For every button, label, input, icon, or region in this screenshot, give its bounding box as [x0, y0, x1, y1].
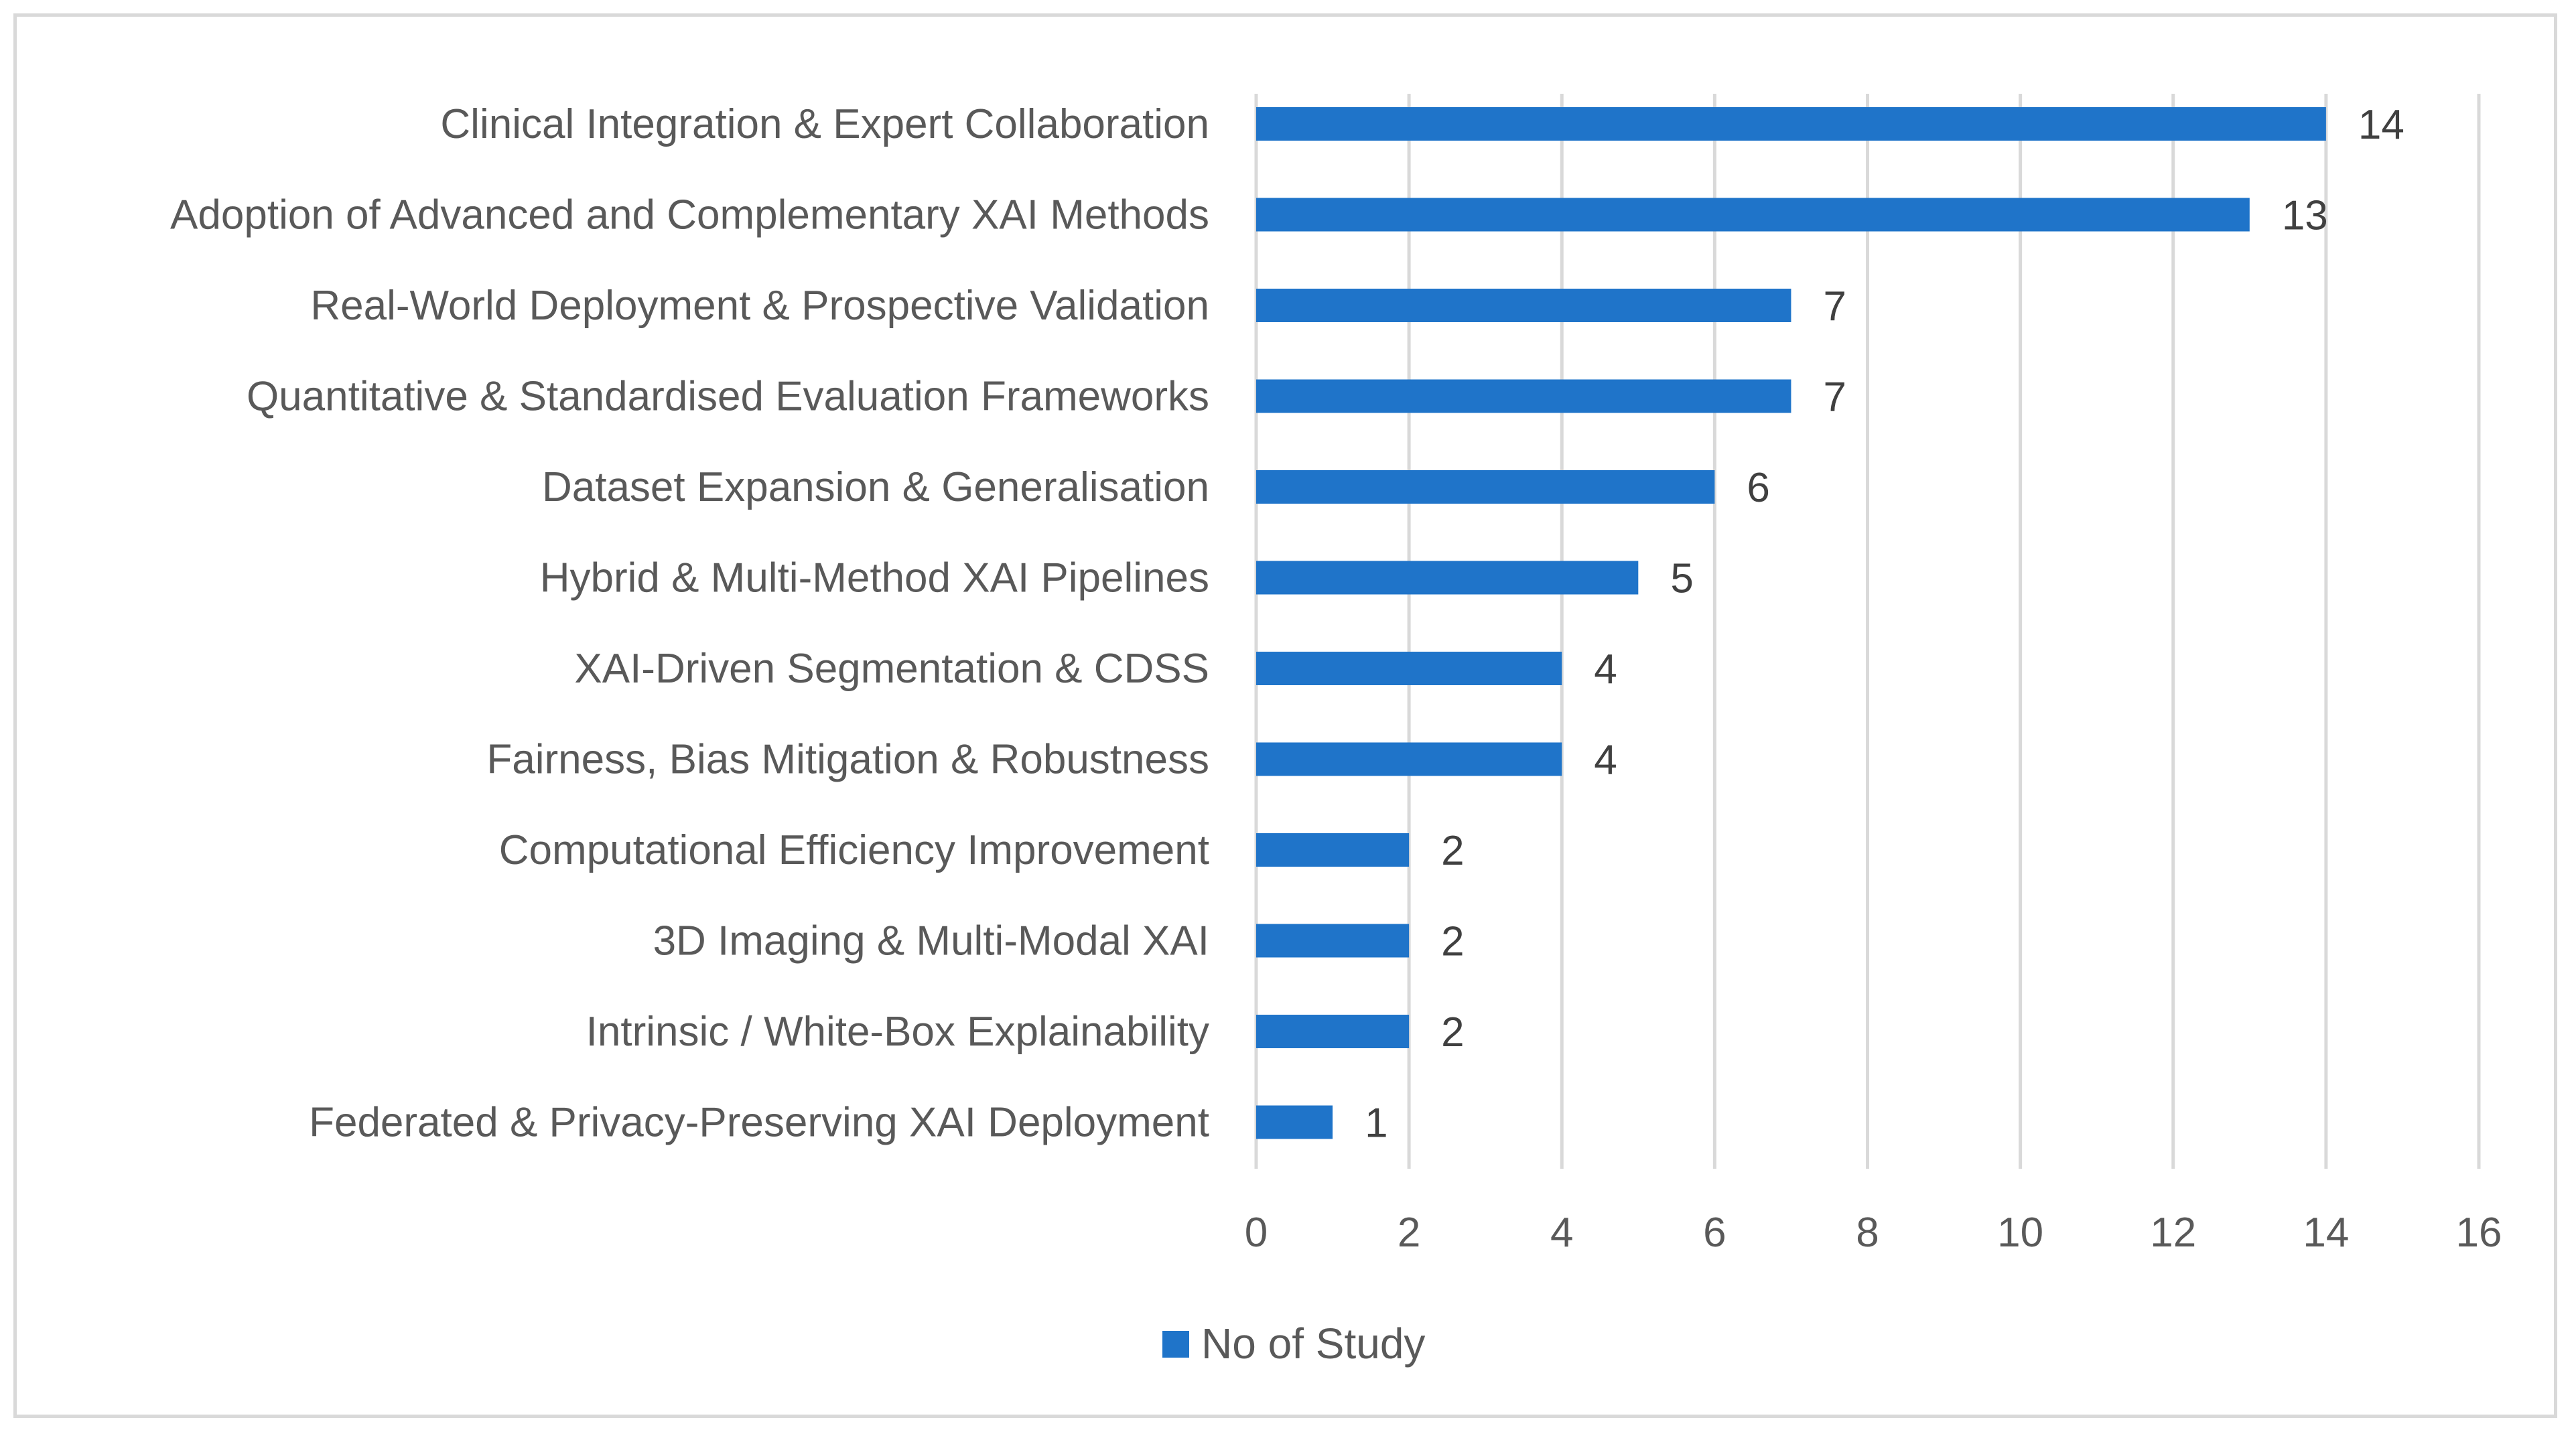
x-tick-label: 4	[1550, 1210, 1573, 1256]
category-label: XAI-Driven Segmentation & CDSS	[574, 646, 1209, 692]
legend-label: No of Study	[1201, 1319, 1425, 1368]
bar	[1256, 1015, 1410, 1048]
category-label: Dataset Expansion & Generalisation	[542, 464, 1209, 510]
data-label: 1	[1365, 1100, 1387, 1147]
bar	[1256, 107, 2326, 141]
category-label: 3D Imaging & Multi-Modal XAI	[653, 918, 1209, 964]
bar	[1256, 924, 1410, 958]
bar-chart: Clinical Integration & Expert Collaborat…	[170, 94, 2502, 1368]
bar	[1256, 198, 2250, 232]
bar	[1256, 470, 1715, 504]
category-label: Fairness, Bias Mitigation & Robustness	[486, 737, 1209, 783]
chart-frame: Clinical Integration & Expert Collaborat…	[13, 13, 2557, 1418]
data-label: 7	[1823, 283, 1846, 330]
data-label: 2	[1441, 919, 1464, 965]
bar	[1256, 652, 1562, 685]
data-label: 6	[1747, 465, 1769, 511]
data-label: 2	[1441, 828, 1464, 874]
x-tick-label: 14	[2303, 1210, 2349, 1256]
data-label: 4	[1594, 646, 1617, 693]
x-tick-label: 8	[1856, 1210, 1879, 1256]
bar	[1256, 561, 1639, 595]
category-label: Real-World Deployment & Prospective Vali…	[310, 283, 1209, 329]
bar	[1256, 833, 1410, 867]
data-label: 14	[2358, 102, 2404, 148]
category-label: Clinical Integration & Expert Collaborat…	[440, 101, 1209, 147]
x-tick-label: 2	[1398, 1210, 1420, 1256]
x-axis-ticks: 0 2 4 6 8 10 12 14 16	[1245, 1210, 2502, 1256]
data-label: 7	[1823, 374, 1846, 421]
category-label: Hybrid & Multi-Method XAI Pipelines	[540, 555, 1209, 601]
data-label: 2	[1441, 1009, 1464, 1056]
bar	[1256, 1105, 1333, 1139]
bar	[1256, 742, 1562, 776]
data-label: 4	[1594, 737, 1617, 784]
gridlines	[1254, 94, 2481, 1169]
x-tick-label: 6	[1703, 1210, 1726, 1256]
bar	[1256, 379, 1791, 413]
legend-swatch	[1162, 1331, 1189, 1358]
category-label: Adoption of Advanced and Complementary X…	[170, 192, 1209, 238]
x-tick-label: 0	[1245, 1210, 1268, 1256]
x-tick-label: 10	[1997, 1210, 2043, 1256]
data-label: 5	[1670, 556, 1693, 602]
data-labels: 14 13 7 7 6 5 4 4 2 2 2 1	[1365, 102, 2404, 1147]
category-labels: Clinical Integration & Expert Collaborat…	[170, 101, 1209, 1146]
category-label: Quantitative & Standardised Evaluation F…	[247, 374, 1209, 420]
x-tick-label: 12	[2150, 1210, 2196, 1256]
bars	[1256, 107, 2326, 1139]
legend: No of Study	[1162, 1319, 1425, 1368]
data-label: 13	[2282, 193, 2328, 239]
category-label: Federated & Privacy-Preserving XAI Deplo…	[309, 1100, 1209, 1146]
x-tick-label: 16	[2456, 1210, 2502, 1256]
category-label: Intrinsic / White-Box Explainability	[586, 1009, 1209, 1055]
category-label: Computational Efficiency Improvement	[499, 827, 1209, 873]
bar	[1256, 289, 1791, 322]
